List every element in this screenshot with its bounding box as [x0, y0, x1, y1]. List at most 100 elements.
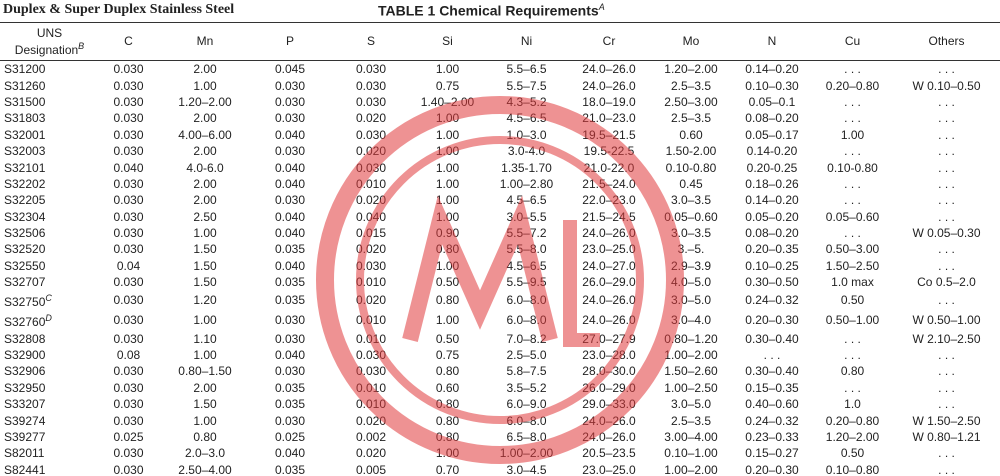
- value-cell: 0.030: [113, 313, 144, 328]
- value-cell: 1.10: [193, 331, 217, 346]
- value-cell: 1.00: [193, 313, 217, 328]
- value-cell: 0.80: [435, 293, 460, 308]
- value-cell: 0.04: [116, 258, 141, 273]
- value-cell: W 2.10–2.50: [912, 331, 981, 346]
- value-cell: 5.5–6.5: [506, 62, 547, 77]
- value-cell: 2.00: [193, 111, 217, 126]
- value-cell: 18.0–19.0: [582, 94, 636, 109]
- value-cell: 0.030: [113, 275, 144, 290]
- value-cell: 0.18–0.26: [745, 176, 799, 191]
- value-cell: 0.50: [435, 331, 460, 346]
- value-cell: . . .: [844, 94, 861, 109]
- value-cell: 1.00: [193, 348, 217, 363]
- value-cell: 0.45: [679, 176, 703, 191]
- value-cell: 0.80: [435, 364, 460, 379]
- table-row: S82441 0.030 2.50–4.00 0.035 0.005 0.70 3.0–4.…: [0, 462, 1000, 476]
- uns-designation: S32808: [4, 331, 46, 346]
- value-cell: 19.5–21.5: [582, 127, 636, 142]
- uns-designation: S31500: [4, 94, 46, 109]
- value-cell: 23.0–28.0: [582, 348, 636, 363]
- uns-designation: S32906: [4, 364, 46, 379]
- value-cell: 1.00–2.00: [664, 348, 718, 363]
- value-cell: 26.0–29.0: [582, 380, 636, 395]
- value-cell: 0.025: [113, 430, 144, 444]
- value-cell: 0.23–0.33: [745, 430, 799, 444]
- value-cell: 1.00: [435, 62, 460, 77]
- uns-cell: S32003: [0, 143, 95, 159]
- value-cell: 2.5–3.5: [670, 78, 712, 93]
- value-cell: 0.040: [274, 127, 306, 142]
- value-cell: 0.20–0.80: [825, 413, 880, 428]
- value-cell: 0.70: [435, 462, 460, 476]
- value-cell: . . .: [938, 94, 955, 109]
- column-header: Cr: [568, 22, 650, 61]
- table-row: S32906 0.030 0.80–1.50 0.030 0.030 0.80 5.8–7.…: [0, 363, 1000, 379]
- header-row: UNS DesignationB C Mn P S Si Ni Cr Mo N Cu Others: [0, 22, 1000, 61]
- table-row: S32003 0.030 2.00 0.030 0.020 1.00 3.0-4.0 19.5…: [0, 143, 1000, 159]
- uns-designation: S82011: [4, 446, 45, 461]
- value-cell: 22.0–23.0: [582, 193, 636, 208]
- table-row: S31260 0.030 1.00 0.030 0.030 0.75 5.5–7.5 24.0…: [0, 77, 1000, 93]
- value-cell: 0.030: [113, 176, 144, 191]
- uns-cell: S32760D: [0, 310, 95, 330]
- value-cell: 21.5–24.0: [582, 176, 636, 191]
- value-cell: . . .: [844, 144, 861, 159]
- value-cell: . . .: [938, 209, 955, 224]
- uns-cell: S32707: [0, 274, 95, 290]
- column-header: Ni: [485, 22, 568, 61]
- column-label: UNS DesignationB: [15, 26, 85, 57]
- uns-cell: S31200: [0, 61, 95, 78]
- value-cell: 0.030: [113, 397, 144, 412]
- value-cell: 0.90: [435, 226, 460, 241]
- value-cell: 1.00: [435, 144, 460, 159]
- value-cell: . . .: [938, 397, 955, 412]
- value-cell: 1.00–2.00: [499, 446, 554, 461]
- value-cell: 24.0–27.0: [582, 258, 636, 273]
- value-cell: 0.20–0.30: [745, 313, 799, 328]
- value-cell: 0.010: [355, 397, 387, 412]
- value-cell: . . .: [938, 160, 955, 175]
- uns-designation: S32950: [4, 380, 46, 395]
- value-cell: 3.0–4.5: [506, 462, 547, 476]
- value-cell: 0.030: [113, 111, 144, 126]
- value-cell: 0.035: [274, 275, 306, 290]
- value-cell: 0.50–1.00: [825, 313, 880, 328]
- value-cell: 0.020: [355, 242, 387, 257]
- value-cell: 5.5–7.2: [506, 226, 547, 241]
- value-cell: . . .: [938, 380, 955, 395]
- value-cell: 4.5–6.5: [506, 193, 547, 208]
- value-cell: 0.040: [274, 226, 306, 241]
- value-cell: 0.75: [435, 348, 460, 363]
- value-cell: 0.60: [435, 380, 460, 395]
- value-cell: 0.040: [113, 160, 144, 175]
- value-cell: 2.9–3.9: [670, 258, 712, 273]
- value-cell: 0.030: [113, 413, 144, 428]
- uns-cell: S32808: [0, 330, 95, 346]
- value-cell: 0.030: [355, 364, 387, 379]
- value-cell: 0.030: [274, 78, 306, 93]
- value-cell: 3.0–4.0: [670, 313, 712, 328]
- value-cell: . . .: [938, 144, 955, 159]
- value-cell: 0.50: [435, 275, 460, 290]
- value-cell: 1.50: [193, 275, 217, 290]
- uns-cell: S32101: [0, 159, 95, 175]
- value-cell: 0.030: [113, 62, 144, 77]
- value-cell: 26.0–29.0: [582, 275, 636, 290]
- value-cell: 0.05–0.1: [748, 94, 796, 109]
- value-cell: 19.5-22.5: [583, 144, 635, 159]
- value-cell: 0.24–0.32: [745, 413, 799, 428]
- value-cell: 0.030: [274, 413, 306, 428]
- value-cell: 1.50–2.50: [825, 258, 880, 273]
- uns-cell: S32750C: [0, 290, 95, 310]
- value-cell: 0.05–0.60: [664, 209, 718, 224]
- value-cell: 1.00: [435, 127, 460, 142]
- table-row: S31803 0.030 2.00 0.030 0.020 1.00 4.5–6.5 21.0…: [0, 110, 1000, 126]
- value-cell: 0.035: [274, 462, 306, 476]
- value-cell: . . .: [938, 348, 955, 363]
- value-cell: 3.0–3.5: [670, 226, 712, 241]
- value-cell: 1.00: [840, 127, 865, 142]
- value-cell: 5.5–8.0: [506, 242, 547, 257]
- table-row: S32205 0.030 2.00 0.030 0.020 1.00 4.5–6.5 22.0…: [0, 192, 1000, 208]
- value-cell: 0.030: [355, 348, 387, 363]
- uns-designation: S32750: [4, 295, 46, 310]
